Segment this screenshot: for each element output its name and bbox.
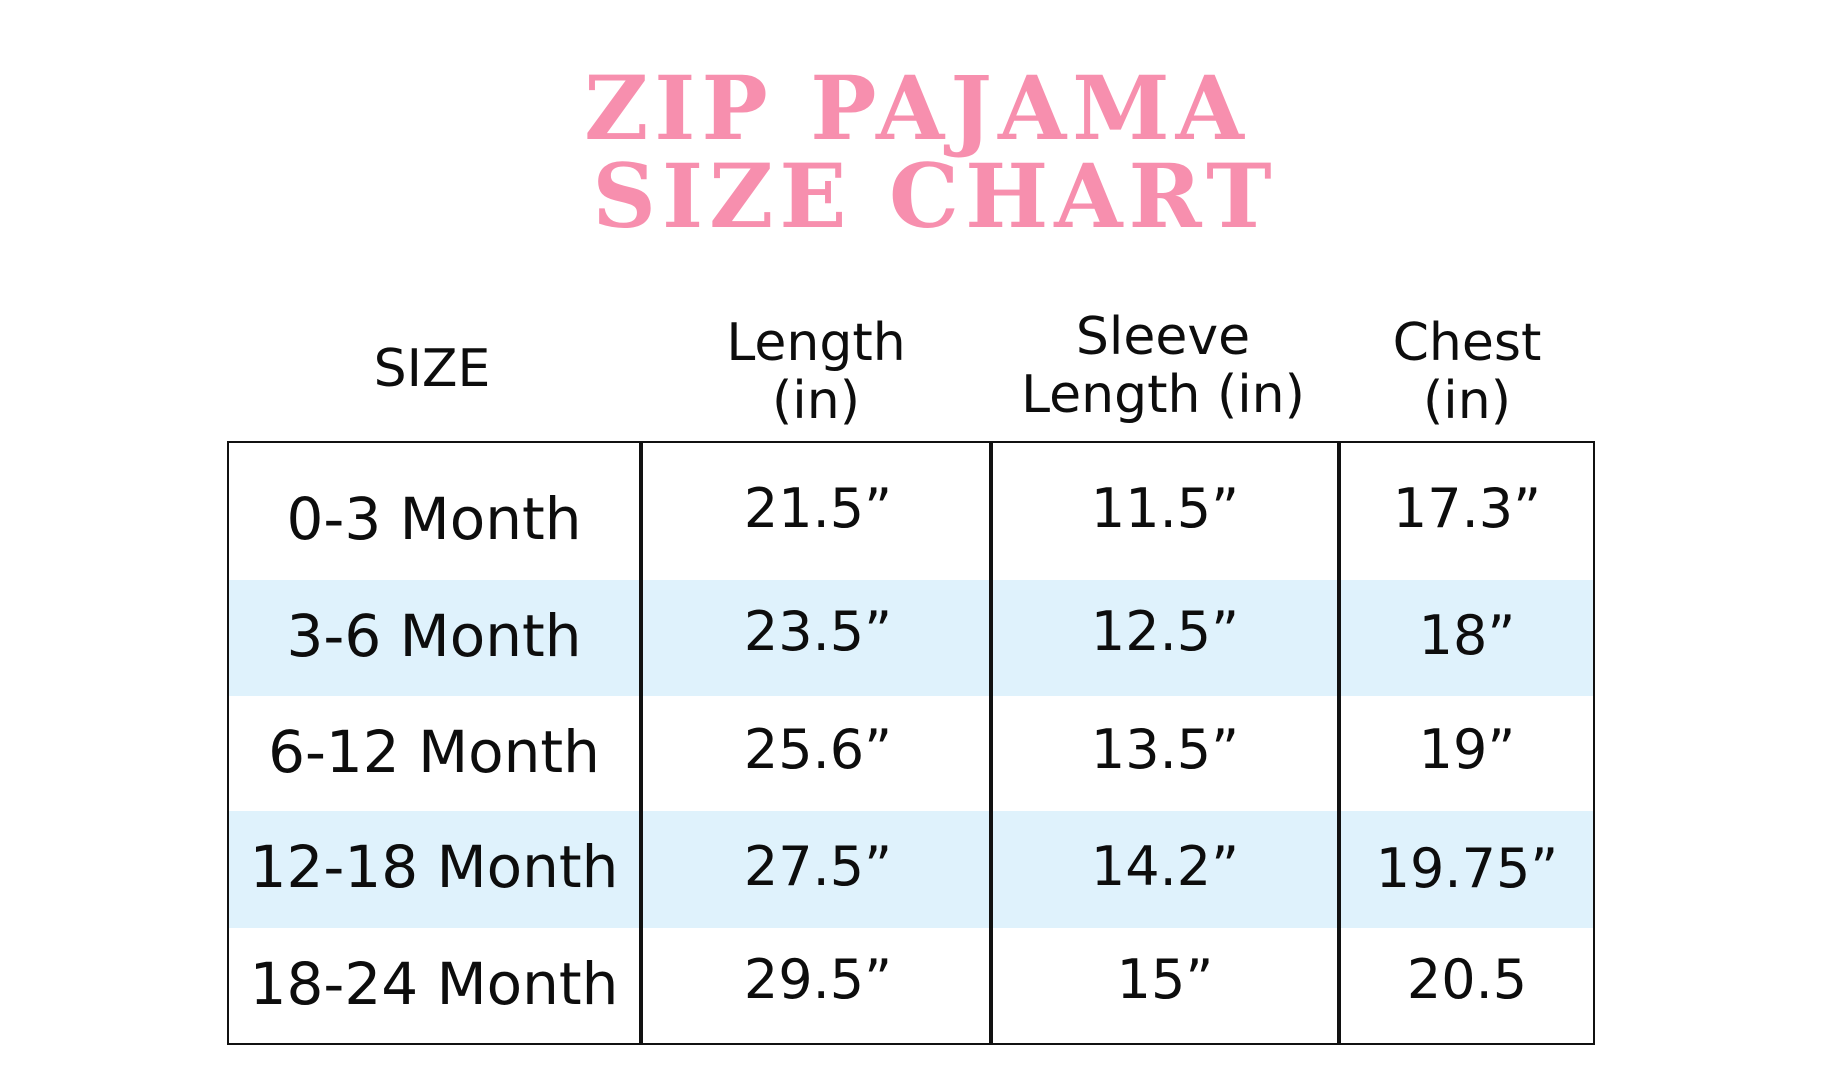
page-title-line-1: ZIP PAJAMA (584, 56, 1250, 160)
table-row: 3-6 Month 23.5” 12.5” 18” (229, 580, 1593, 696)
cell-length: 21.5” (743, 477, 893, 540)
page-title-line-2: SIZE CHART (592, 144, 1278, 248)
cell-size: 18-24 Month (249, 950, 619, 1018)
cell-size: 12-18 Month (249, 833, 619, 901)
cell-chest: 19.75” (1375, 837, 1559, 900)
cell-length: 27.5” (743, 835, 893, 898)
cell-sleeve: 15” (1116, 948, 1214, 1011)
column-divider (639, 443, 643, 1043)
cell-chest: 20.5 (1406, 948, 1528, 1011)
header-sleeve-line-1: Sleeve (1075, 307, 1251, 367)
table-row: 0-3 Month 21.5” 11.5” 17.3” (229, 443, 1593, 580)
header-size-label: SIZE (373, 339, 491, 399)
header-length-line-2: (in) (772, 371, 860, 431)
table-row: 6-12 Month 25.6” 13.5” 19” (229, 696, 1593, 811)
cell-chest: 19” (1418, 718, 1516, 781)
header-chest-line-2: (in) (1423, 371, 1511, 431)
header-sleeve-line-2: Length (in) (1021, 365, 1305, 425)
column-divider (989, 443, 993, 1043)
table-row: 12-18 Month 27.5” 14.2” 19.75” (229, 811, 1593, 928)
cell-sleeve: 12.5” (1090, 600, 1240, 663)
header-length-line-1: Length (726, 313, 906, 373)
cell-length: 25.6” (743, 718, 893, 781)
table-row: 18-24 Month 29.5” 15” 20.5 (229, 928, 1593, 1043)
cell-chest: 18” (1418, 604, 1516, 667)
cell-size: 0-3 Month (286, 485, 582, 553)
cell-chest: 17.3” (1392, 477, 1542, 540)
size-table: 0-3 Month 21.5” 11.5” 17.3” 3-6 Month 23… (227, 441, 1595, 1045)
header-length: Length (in) (641, 314, 991, 430)
cell-size: 3-6 Month (286, 602, 582, 670)
header-chest-line-1: Chest (1392, 313, 1542, 373)
cell-size: 6-12 Month (268, 718, 600, 786)
cell-length: 23.5” (743, 600, 893, 663)
header-chest: Chest (in) (1339, 314, 1595, 430)
cell-sleeve: 11.5” (1090, 477, 1240, 540)
header-sleeve-length: Sleeve Length (in) (991, 308, 1335, 424)
cell-length: 29.5” (743, 948, 893, 1011)
column-divider (1337, 443, 1341, 1043)
header-size: SIZE (227, 340, 637, 398)
cell-sleeve: 13.5” (1090, 718, 1240, 781)
cell-sleeve: 14.2” (1090, 835, 1240, 898)
